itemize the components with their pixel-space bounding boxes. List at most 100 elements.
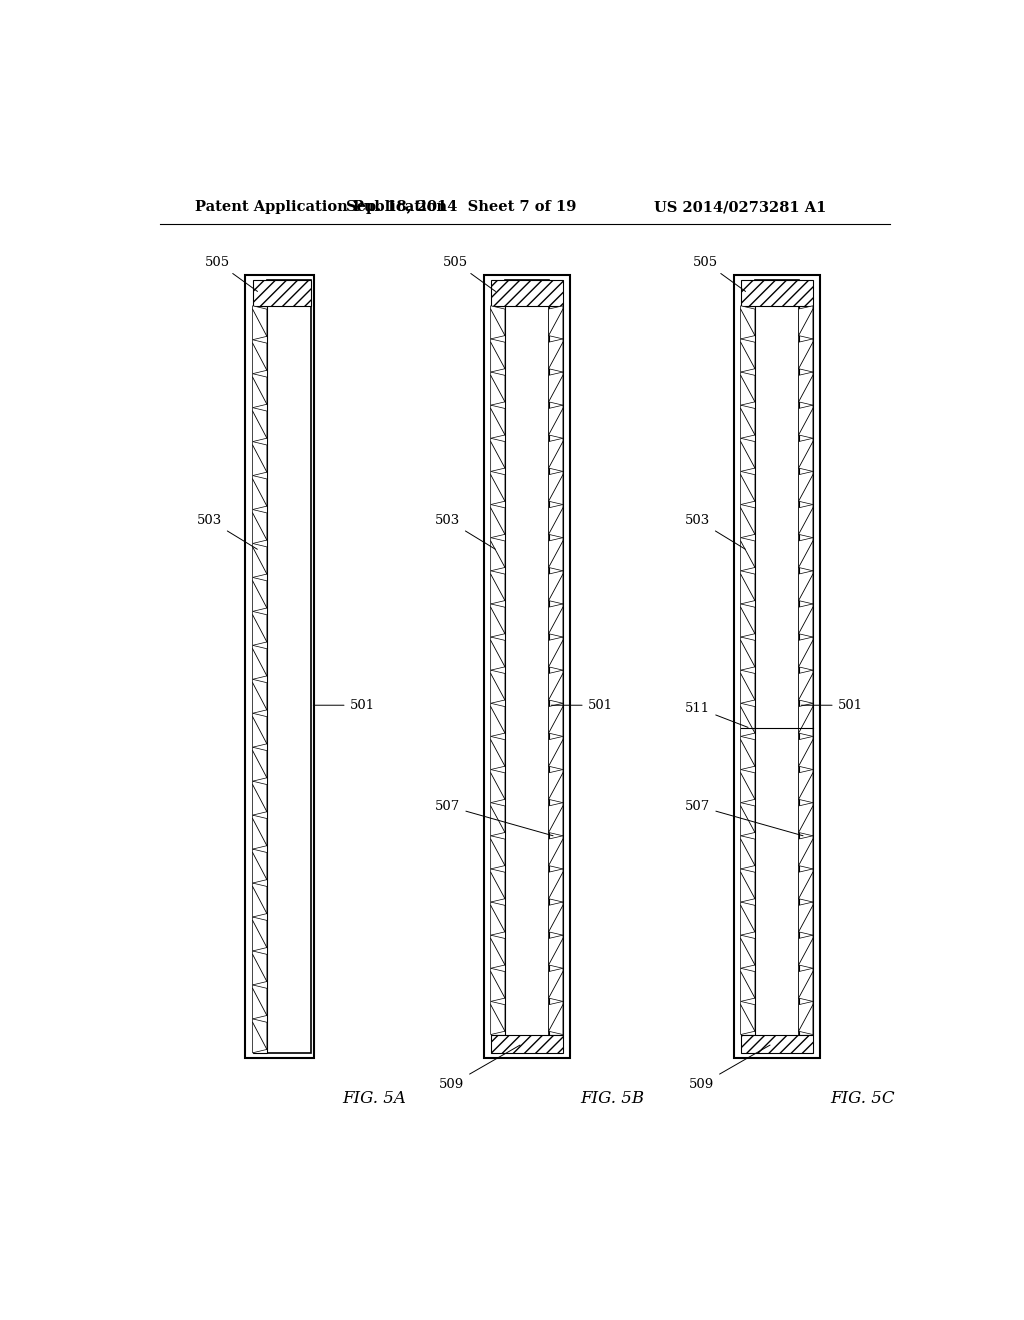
Polygon shape xyxy=(490,372,505,405)
Text: 503: 503 xyxy=(435,513,496,549)
Polygon shape xyxy=(740,803,755,836)
Polygon shape xyxy=(490,570,505,605)
Polygon shape xyxy=(799,704,813,737)
Polygon shape xyxy=(490,1002,505,1035)
Polygon shape xyxy=(253,985,267,1019)
Polygon shape xyxy=(740,605,755,638)
Polygon shape xyxy=(799,671,813,704)
Polygon shape xyxy=(740,969,755,1002)
Polygon shape xyxy=(799,605,813,638)
Polygon shape xyxy=(253,645,267,680)
Bar xyxy=(733,276,820,1057)
Text: FIG. 5B: FIG. 5B xyxy=(581,1090,644,1107)
Text: FIG. 5C: FIG. 5C xyxy=(830,1090,895,1107)
Polygon shape xyxy=(799,869,813,902)
Polygon shape xyxy=(253,306,267,339)
Polygon shape xyxy=(549,306,563,339)
Bar xyxy=(740,280,813,306)
Polygon shape xyxy=(253,510,267,544)
Bar xyxy=(253,306,267,1053)
Bar xyxy=(549,306,563,1035)
Polygon shape xyxy=(740,902,755,935)
Polygon shape xyxy=(740,306,755,339)
Polygon shape xyxy=(799,372,813,405)
Polygon shape xyxy=(740,339,755,372)
Polygon shape xyxy=(490,803,505,836)
Polygon shape xyxy=(490,405,505,438)
Polygon shape xyxy=(549,570,563,605)
Polygon shape xyxy=(490,836,505,869)
Polygon shape xyxy=(490,770,505,803)
Polygon shape xyxy=(549,737,563,770)
Polygon shape xyxy=(549,869,563,902)
Polygon shape xyxy=(490,737,505,770)
Polygon shape xyxy=(799,1002,813,1035)
Polygon shape xyxy=(740,504,755,537)
Polygon shape xyxy=(549,1002,563,1035)
Polygon shape xyxy=(253,849,267,883)
Polygon shape xyxy=(799,770,813,803)
Text: 505: 505 xyxy=(443,256,496,292)
Polygon shape xyxy=(253,442,267,475)
Polygon shape xyxy=(740,471,755,504)
Polygon shape xyxy=(799,570,813,605)
Polygon shape xyxy=(799,902,813,935)
Polygon shape xyxy=(490,339,505,372)
Polygon shape xyxy=(253,577,267,611)
Polygon shape xyxy=(549,605,563,638)
Polygon shape xyxy=(799,935,813,969)
Polygon shape xyxy=(253,747,267,781)
Bar xyxy=(267,280,310,1053)
Bar xyxy=(483,276,570,1057)
Polygon shape xyxy=(740,704,755,737)
Polygon shape xyxy=(549,770,563,803)
Polygon shape xyxy=(253,781,267,816)
Polygon shape xyxy=(549,504,563,537)
Polygon shape xyxy=(740,372,755,405)
Polygon shape xyxy=(253,680,267,713)
Polygon shape xyxy=(549,638,563,671)
Polygon shape xyxy=(549,704,563,737)
Bar xyxy=(740,306,755,1035)
Polygon shape xyxy=(799,306,813,339)
Text: 503: 503 xyxy=(197,513,257,549)
Polygon shape xyxy=(549,339,563,372)
Polygon shape xyxy=(740,438,755,471)
Text: 511: 511 xyxy=(685,701,749,727)
Text: FIG. 5A: FIG. 5A xyxy=(342,1090,407,1107)
Polygon shape xyxy=(740,1002,755,1035)
Polygon shape xyxy=(799,969,813,1002)
Text: 503: 503 xyxy=(685,513,745,549)
Bar xyxy=(490,280,563,306)
Bar xyxy=(490,306,505,1035)
Polygon shape xyxy=(253,475,267,510)
Polygon shape xyxy=(490,638,505,671)
Polygon shape xyxy=(490,471,505,504)
Polygon shape xyxy=(253,544,267,577)
Polygon shape xyxy=(490,537,505,570)
Polygon shape xyxy=(490,935,505,969)
Polygon shape xyxy=(490,869,505,902)
Polygon shape xyxy=(253,883,267,917)
Polygon shape xyxy=(740,737,755,770)
Text: 505: 505 xyxy=(693,256,745,292)
Bar xyxy=(253,280,310,306)
Polygon shape xyxy=(253,1019,267,1053)
Polygon shape xyxy=(740,770,755,803)
Text: 501: 501 xyxy=(802,698,863,711)
Polygon shape xyxy=(799,339,813,372)
Polygon shape xyxy=(253,917,267,950)
Text: Patent Application Publication: Patent Application Publication xyxy=(196,201,447,214)
Polygon shape xyxy=(490,605,505,638)
Polygon shape xyxy=(490,902,505,935)
Text: 505: 505 xyxy=(205,256,257,292)
Polygon shape xyxy=(740,935,755,969)
Polygon shape xyxy=(549,671,563,704)
Polygon shape xyxy=(740,405,755,438)
Polygon shape xyxy=(253,816,267,849)
Bar xyxy=(799,306,813,1035)
Bar xyxy=(490,1035,563,1053)
Polygon shape xyxy=(253,611,267,645)
Polygon shape xyxy=(799,537,813,570)
Text: 509: 509 xyxy=(689,1045,770,1090)
